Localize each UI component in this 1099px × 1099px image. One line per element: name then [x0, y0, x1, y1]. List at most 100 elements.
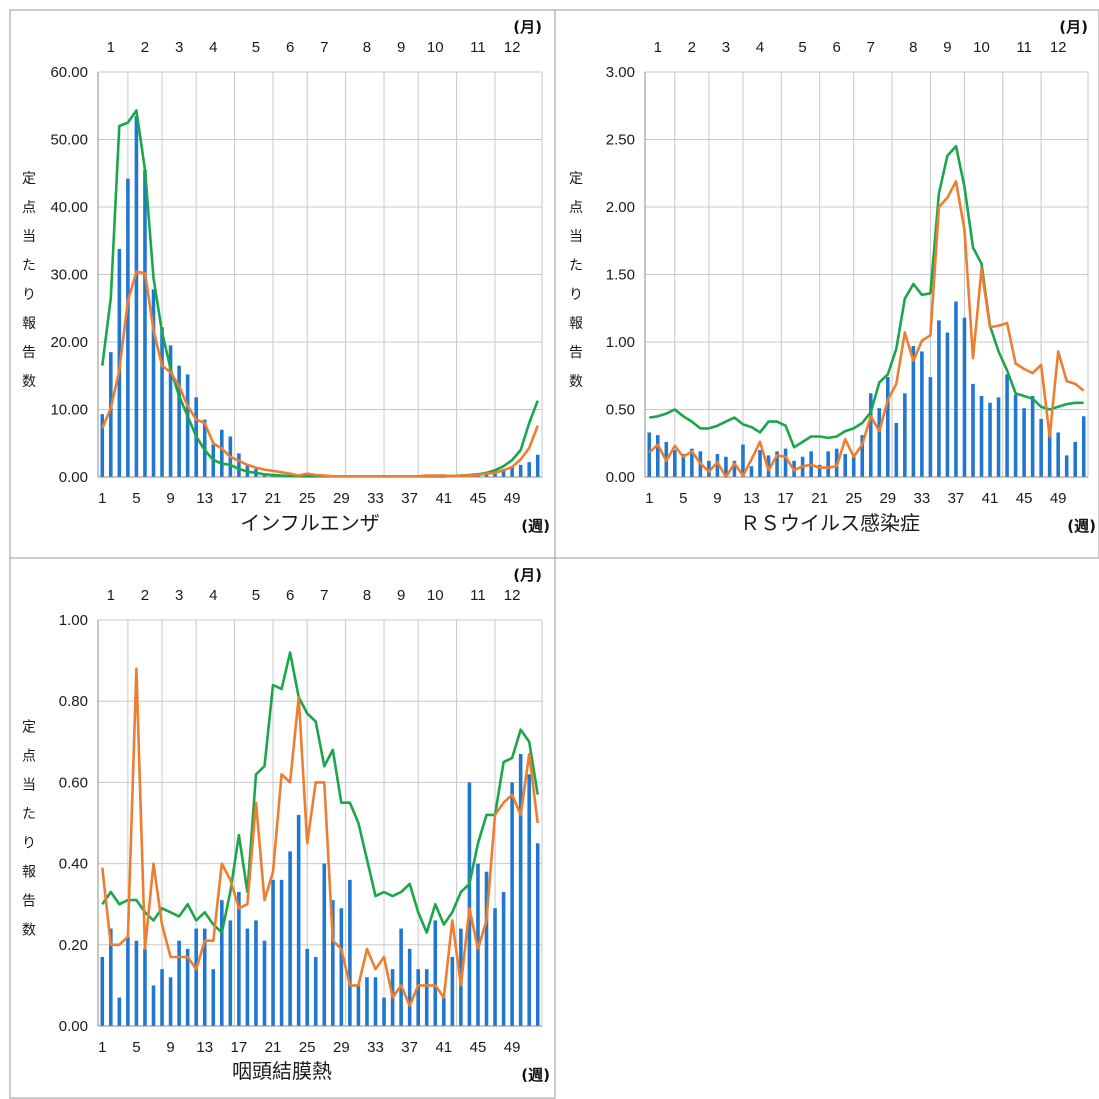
series-line-green — [649, 144, 1084, 449]
x-tick-label: 1 — [98, 1039, 106, 1056]
chart-title: 咽頭結膜熱 — [232, 1059, 332, 1083]
x-tick-label: 17 — [231, 490, 248, 507]
x-tick-label: 17 — [231, 1039, 248, 1056]
month-unit-label: (月) — [513, 18, 542, 36]
x-tick-label: 5 — [679, 490, 687, 507]
x-tick-label: 45 — [470, 1039, 487, 1056]
bar — [288, 851, 292, 1026]
bar — [928, 377, 933, 477]
bar — [373, 977, 378, 1026]
y-tick-label: 0.40 — [59, 856, 88, 873]
bar — [945, 332, 950, 477]
month-label: 10 — [973, 39, 990, 56]
x-tick-label: 25 — [299, 490, 316, 507]
week-unit-label: (週) — [521, 1066, 550, 1084]
x-tick-label: 13 — [196, 1039, 213, 1056]
y-tick-label: 20.00 — [50, 334, 88, 351]
bar — [160, 969, 164, 1026]
y-tick-label: 40.00 — [50, 199, 88, 216]
bar — [886, 377, 890, 477]
bar — [237, 453, 241, 477]
month-label: 5 — [252, 587, 260, 604]
x-tick-label: 37 — [948, 490, 965, 507]
bar — [655, 435, 660, 477]
month-label: 6 — [286, 587, 294, 604]
month-label: 1 — [107, 39, 115, 56]
y-tick-label: 60.00 — [50, 64, 88, 81]
x-tick-label: 37 — [401, 1039, 418, 1056]
month-label: 6 — [286, 39, 294, 56]
bar — [365, 977, 369, 1026]
x-tick-label: 25 — [299, 1039, 316, 1056]
y-tick-label: 1.00 — [606, 334, 635, 351]
y-tick-label: 0.00 — [606, 469, 635, 486]
bar — [715, 454, 720, 477]
bar — [1005, 374, 1009, 477]
bar — [535, 454, 540, 477]
bar — [126, 936, 130, 1026]
x-tick-label: 49 — [1050, 490, 1067, 507]
month-label: 1 — [654, 39, 662, 56]
y-axis-title: 定点当たり報告数 — [22, 171, 36, 390]
bar — [202, 928, 207, 1026]
month-label: 7 — [320, 39, 328, 56]
bar — [826, 451, 830, 477]
bar — [996, 397, 1001, 477]
bar — [322, 863, 327, 1026]
bar — [817, 464, 822, 477]
bar — [954, 301, 958, 477]
bar — [1022, 408, 1026, 477]
bar — [962, 317, 967, 477]
month-label: 8 — [363, 39, 371, 56]
month-label: 11 — [470, 587, 486, 604]
month-label: 3 — [175, 587, 183, 604]
month-label: 4 — [209, 587, 217, 604]
series-line-orange — [101, 667, 539, 1008]
bar — [903, 393, 907, 477]
x-tick-label: 9 — [166, 490, 174, 507]
month-label: 4 — [209, 39, 217, 56]
bar — [228, 920, 233, 1026]
bar — [527, 774, 531, 1026]
bar — [134, 940, 139, 1026]
bar — [732, 460, 737, 477]
bar — [262, 940, 267, 1026]
month-label: 4 — [756, 39, 764, 56]
x-tick-label: 41 — [435, 490, 452, 507]
bar — [758, 450, 762, 477]
y-tick-label: 10.00 — [50, 402, 88, 419]
bar — [126, 178, 130, 477]
bar — [348, 879, 352, 1026]
bar — [237, 892, 241, 1026]
bar — [647, 432, 652, 477]
x-tick-label: 9 — [713, 490, 721, 507]
bar — [484, 473, 489, 477]
bar — [177, 365, 181, 477]
bar — [860, 435, 865, 477]
bar — [741, 444, 745, 477]
bar — [937, 320, 941, 477]
bar — [681, 454, 686, 477]
bar — [749, 466, 754, 477]
bar — [673, 450, 677, 477]
month-label: 7 — [320, 587, 328, 604]
x-tick-label: 33 — [367, 490, 384, 507]
x-tick-label: 45 — [470, 490, 487, 507]
bar — [279, 879, 284, 1026]
bar — [450, 956, 455, 1026]
month-label: 12 — [504, 587, 521, 604]
bar — [185, 374, 190, 477]
bar — [117, 997, 122, 1026]
bar — [510, 782, 514, 1026]
bar — [382, 997, 386, 1026]
x-tick-label: 49 — [504, 490, 521, 507]
x-tick-label: 13 — [743, 490, 760, 507]
month-label: 9 — [397, 39, 405, 56]
bar — [407, 948, 412, 1026]
month-label: 5 — [798, 39, 806, 56]
month-label: 2 — [141, 39, 149, 56]
x-tick-label: 33 — [367, 1039, 384, 1056]
bar — [1081, 416, 1086, 477]
bar — [194, 928, 198, 1026]
month-label: 2 — [141, 587, 149, 604]
